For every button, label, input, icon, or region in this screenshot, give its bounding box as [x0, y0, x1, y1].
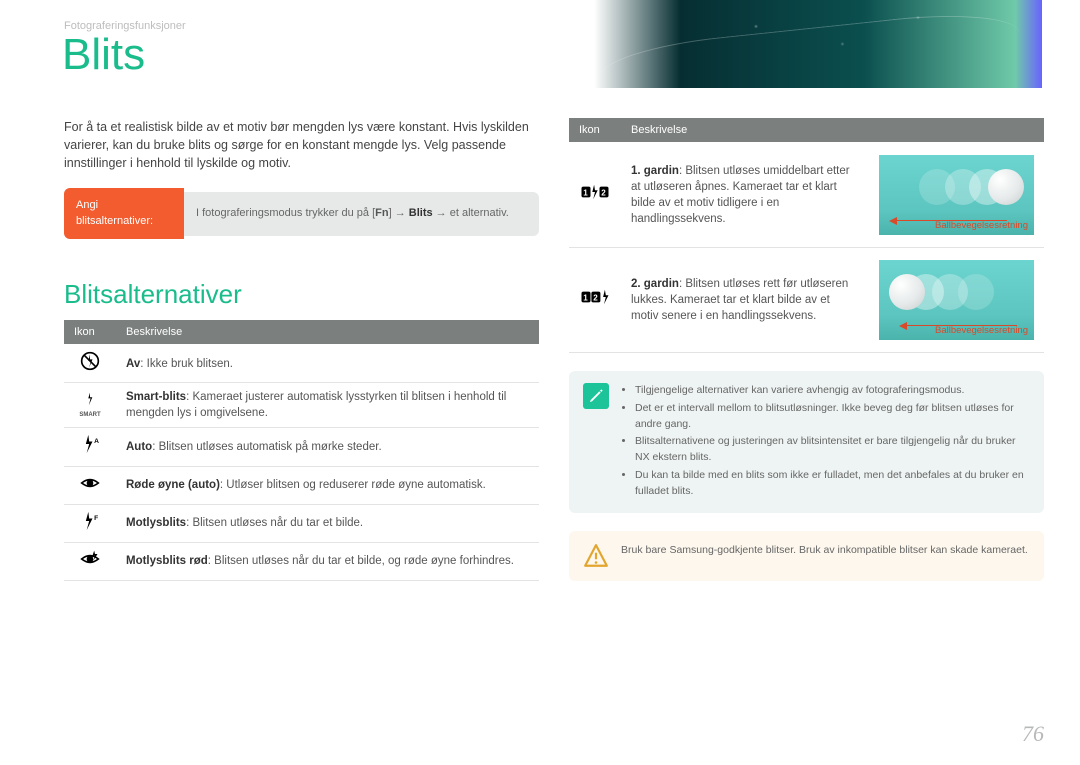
page: Fotograferingsfunksjoner Blits For å ta …: [0, 0, 1080, 765]
th-icon: Ikon: [569, 118, 621, 143]
section-title: Blitsalternativer: [64, 279, 539, 310]
th-desc: Beskrivelse: [116, 320, 539, 345]
redeye-auto-icon: [64, 466, 116, 504]
svg-text:A: A: [94, 439, 99, 446]
flash-off-icon: [64, 345, 116, 383]
left-column: For å ta et realistisk bilde av et motiv…: [64, 118, 539, 581]
table-row: 12 1. gardin: Blitsen utløses umiddelbar…: [569, 143, 1044, 248]
table-row: Røde øyne (auto): Utløser blitsen og red…: [64, 466, 539, 504]
list-item: Blitsalternativene og justeringen av bli…: [635, 434, 1030, 466]
curtain2-illustration: Ballbevegelsesretning: [869, 248, 1044, 353]
fill-redeye-icon: [64, 542, 116, 580]
curtain1-illustration: Ballbevegelsesretning: [869, 143, 1044, 248]
curtain1-icon: 12: [569, 143, 621, 248]
svg-text:2: 2: [593, 294, 598, 303]
table-row: Av: Ikke bruk blitsen.: [64, 345, 539, 383]
setting-label: Angi blitsalternativer:: [64, 188, 184, 239]
options-table-right: Ikon Beskrivelse 12 1. gardin: Blitsen u…: [569, 118, 1044, 353]
setting-value: I fotograferingsmodus trykker du på [Fn]…: [184, 192, 539, 236]
page-title: Blits: [62, 30, 145, 80]
table-row: F Motlysblits: Blitsen utløses når du ta…: [64, 504, 539, 542]
curtain2-icon: 12: [569, 248, 621, 353]
warning-icon: [583, 543, 609, 569]
header-banner: [0, 0, 1080, 88]
right-column: Ikon Beskrivelse 12 1. gardin: Blitsen u…: [569, 118, 1044, 581]
list-item: Du kan ta bilde med en blits som ikke er…: [635, 468, 1030, 500]
page-number: 76: [1022, 721, 1044, 747]
table-row: Motlysblits rød: Blitsen utløses når du …: [64, 542, 539, 580]
fill-flash-icon: F: [64, 504, 116, 542]
svg-text:2: 2: [601, 189, 606, 198]
warning-box: Bruk bare Samsung-godkjente blitser. Bru…: [569, 531, 1044, 581]
setting-label-line1: Angi: [76, 198, 172, 213]
note-list: Tilgjengelige alternativer kan variere a…: [621, 383, 1030, 501]
smart-flash-icon: SMART: [64, 383, 116, 428]
th-icon: Ikon: [64, 320, 116, 345]
table-row: 12 2. gardin: Blitsen utløses rett før u…: [569, 248, 1044, 353]
options-table-left: Ikon Beskrivelse Av: Ikke bruk blitsen.: [64, 320, 539, 581]
intro-text: For å ta et realistisk bilde av et motiv…: [64, 118, 539, 172]
pen-icon: [583, 383, 609, 409]
table-row: SMART Smart-blits: Kameraet justerer aut…: [64, 383, 539, 428]
warning-text: Bruk bare Samsung-godkjente blitser. Bru…: [621, 543, 1028, 569]
list-item: Det er et intervall mellom to blitsutløs…: [635, 401, 1030, 433]
svg-text:1: 1: [583, 294, 588, 303]
fn-key: Fn: [375, 207, 388, 219]
table-row: A Auto: Blitsen utløses automatisk på mø…: [64, 428, 539, 466]
note-box: Tilgjengelige alternativer kan variere a…: [569, 371, 1044, 513]
th-desc: Beskrivelse: [621, 118, 1044, 143]
svg-text:1: 1: [583, 189, 588, 198]
setting-box: Angi blitsalternativer: I fotograferings…: [64, 188, 539, 239]
svg-text:F: F: [94, 515, 98, 522]
auto-flash-icon: A: [64, 428, 116, 466]
list-item: Tilgjengelige alternativer kan variere a…: [635, 383, 1030, 399]
setting-label-line2: blitsalternativer:: [76, 214, 172, 229]
content: For å ta et realistisk bilde av et motiv…: [64, 118, 1046, 581]
